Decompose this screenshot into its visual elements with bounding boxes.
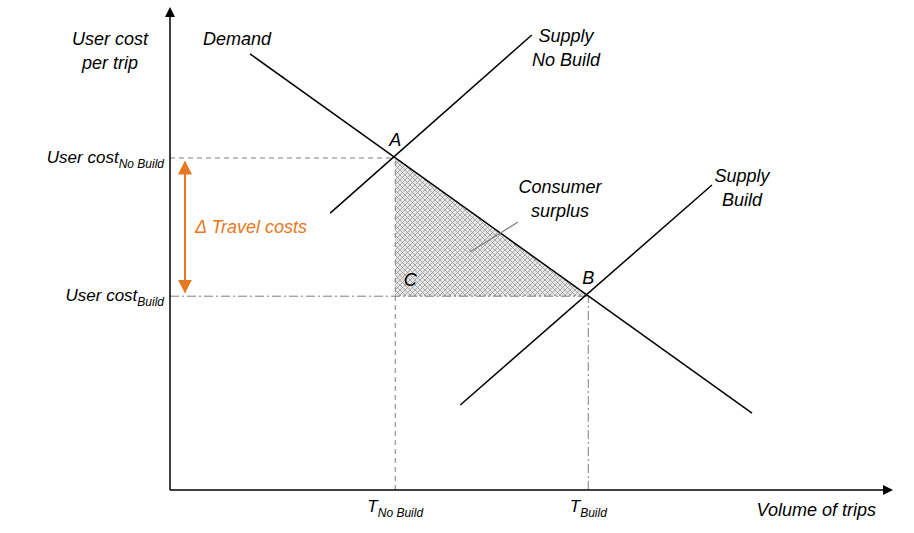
svg-text:SupplyBuild: SupplyBuild — [714, 166, 770, 210]
svg-text:B: B — [582, 268, 594, 288]
svg-text:User costBuild: User costBuild — [66, 286, 165, 309]
svg-text:Demand: Demand — [203, 29, 272, 49]
svg-text:TBuild: TBuild — [570, 497, 607, 520]
svg-text:C: C — [404, 270, 418, 290]
svg-text:User costNo Build: User costNo Build — [47, 148, 164, 171]
svg-text:Δ Travel costs: Δ Travel costs — [194, 217, 307, 237]
svg-text:Volume of trips: Volume of trips — [757, 500, 876, 520]
svg-text:Consumersurplus: Consumersurplus — [518, 177, 602, 221]
svg-text:User costper trip: User costper trip — [72, 29, 149, 73]
svg-text:A: A — [388, 130, 401, 150]
svg-text:SupplyNo Build: SupplyNo Build — [532, 26, 601, 70]
svg-text:TNo Build: TNo Build — [367, 497, 423, 520]
